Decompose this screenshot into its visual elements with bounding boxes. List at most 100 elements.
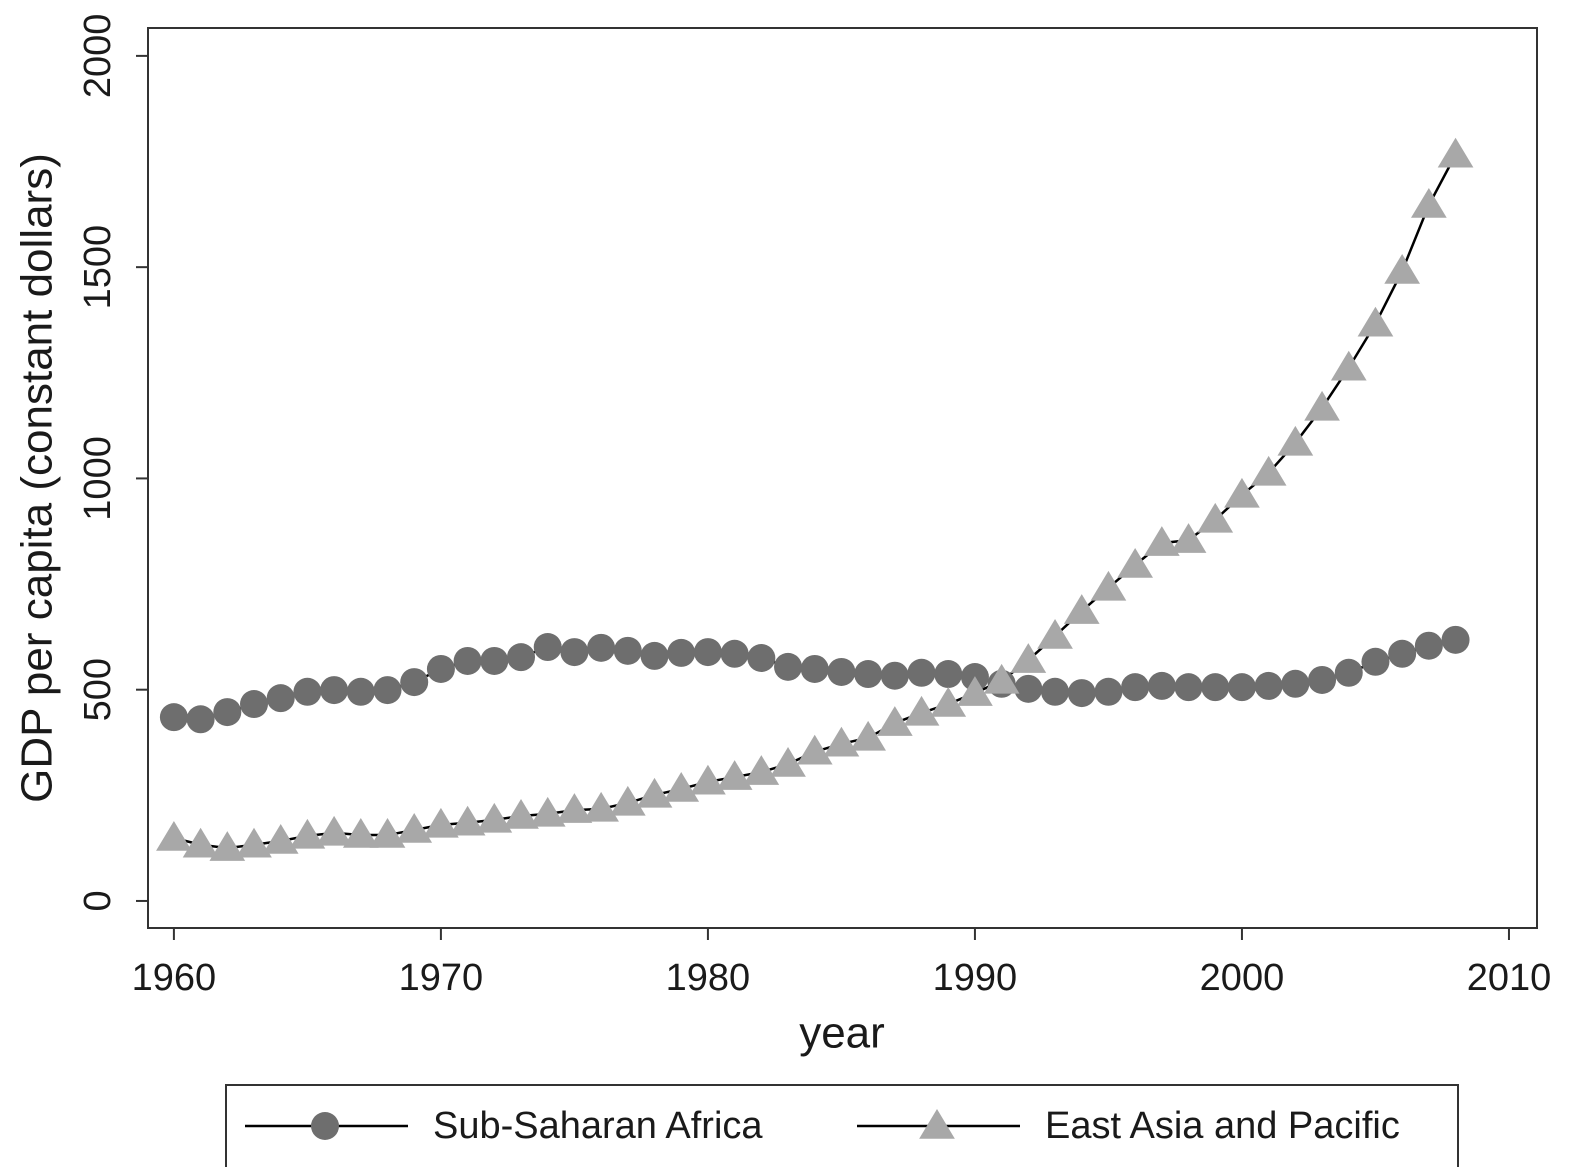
data-point	[476, 802, 513, 833]
x-axis-label: year	[799, 1009, 885, 1058]
data-point	[796, 734, 833, 765]
data-point	[342, 818, 379, 848]
data-point	[529, 796, 566, 827]
data-point	[449, 805, 486, 836]
data-point	[1357, 306, 1394, 337]
data-point	[613, 636, 642, 665]
data-point	[369, 818, 406, 848]
data-point	[1384, 253, 1421, 284]
data-point	[1281, 669, 1310, 698]
data-point	[1090, 570, 1127, 601]
data-point	[1304, 390, 1340, 421]
data-point	[1224, 477, 1260, 508]
data-point	[1197, 502, 1234, 533]
data-point	[663, 771, 700, 802]
data-point	[1063, 594, 1100, 624]
data-point	[156, 821, 192, 851]
data-point	[583, 791, 619, 822]
data-point	[1037, 619, 1073, 649]
data-point	[186, 705, 215, 734]
data-point	[1250, 455, 1287, 486]
data-point	[1334, 658, 1363, 687]
data-point	[1121, 673, 1150, 702]
data-point	[636, 777, 673, 808]
data-point	[293, 677, 322, 706]
data-point	[400, 668, 429, 697]
plot-frame	[147, 27, 1538, 929]
data-point	[1094, 677, 1123, 706]
x-tick-label: 1960	[132, 957, 217, 999]
data-point	[1227, 673, 1256, 702]
data-point	[1174, 673, 1203, 702]
data-point	[876, 706, 913, 736]
data-point	[182, 827, 219, 858]
y-axis-label: GDP per capita (constant dollars)	[13, 153, 62, 803]
data-point	[854, 660, 883, 689]
data-point	[720, 639, 749, 668]
legend-label: East Asia and Pacific	[1045, 1105, 1400, 1147]
data-point	[480, 646, 509, 675]
data-point	[289, 818, 326, 849]
x-tick-label: 1970	[399, 957, 484, 999]
data-point	[907, 658, 936, 687]
data-point	[1067, 679, 1096, 708]
data-point	[560, 638, 589, 667]
data-point	[240, 690, 269, 719]
data-point	[1277, 425, 1314, 456]
data-point	[346, 677, 375, 706]
data-point	[373, 676, 402, 705]
data-point	[743, 755, 780, 785]
data-point	[320, 676, 349, 705]
data-point	[262, 823, 299, 854]
legend-marker	[311, 1112, 339, 1140]
data-point	[503, 799, 539, 829]
data-point	[1441, 625, 1470, 654]
x-tick-label: 2000	[1200, 957, 1285, 999]
data-point	[1201, 673, 1230, 702]
data-point	[1254, 671, 1283, 700]
data-point	[213, 698, 242, 727]
data-point	[770, 747, 806, 777]
x-tick-label: 2010	[1467, 957, 1552, 999]
data-point	[236, 827, 272, 858]
data-point	[1361, 647, 1390, 676]
data-point	[423, 807, 459, 838]
data-point	[1437, 137, 1474, 168]
data-point	[1388, 639, 1417, 668]
y-tick-label: 1500	[77, 225, 119, 310]
data-point	[934, 660, 963, 689]
data-point	[827, 657, 856, 686]
data-point	[747, 644, 776, 672]
data-point	[396, 812, 433, 843]
data-point	[667, 638, 696, 667]
data-point	[930, 687, 967, 717]
data-point	[880, 661, 909, 690]
y-tick-label: 500	[77, 658, 119, 721]
data-point	[1147, 671, 1176, 700]
data-point	[690, 764, 726, 795]
data-point	[716, 760, 753, 790]
legend-box	[225, 1084, 1459, 1167]
data-point	[823, 726, 860, 757]
data-point	[800, 654, 829, 683]
data-point	[587, 633, 616, 662]
data-point	[957, 676, 993, 706]
data-point	[1117, 548, 1153, 578]
y-tick-label: 0	[77, 890, 119, 911]
data-point	[1014, 674, 1043, 703]
data-point	[1041, 677, 1070, 706]
data-point	[850, 720, 886, 751]
data-point	[1010, 643, 1047, 673]
data-point	[1170, 523, 1207, 553]
data-point	[983, 663, 1020, 694]
legend-marker	[919, 1109, 955, 1139]
data-point	[533, 633, 562, 662]
x-tick-label: 1990	[933, 957, 1018, 999]
data-point	[1330, 350, 1367, 381]
data-point	[1414, 631, 1443, 660]
data-point	[159, 703, 188, 732]
data-point	[903, 695, 940, 726]
data-point	[1143, 526, 1180, 556]
